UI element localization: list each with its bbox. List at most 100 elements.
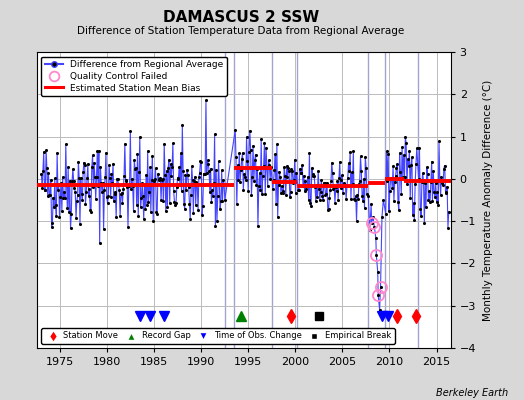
Point <box>114 176 122 183</box>
Point <box>203 157 212 164</box>
Point <box>139 193 147 200</box>
Point <box>80 159 88 166</box>
Point <box>233 162 242 168</box>
Point <box>296 166 304 172</box>
Point <box>243 134 251 140</box>
Point <box>389 163 397 170</box>
Point <box>77 175 85 181</box>
Point <box>117 190 126 196</box>
Point <box>243 158 252 164</box>
Point <box>349 148 357 154</box>
Point <box>350 196 358 203</box>
Point <box>269 177 278 184</box>
Text: DAMASCUS 2 SSW: DAMASCUS 2 SSW <box>163 10 319 25</box>
Point <box>383 148 391 154</box>
Point <box>247 192 256 198</box>
Point <box>43 192 52 199</box>
Point <box>194 207 202 214</box>
Point <box>206 165 215 172</box>
Point <box>196 158 205 164</box>
Point <box>145 189 154 196</box>
Point <box>252 182 260 188</box>
Point <box>313 194 322 200</box>
Point <box>169 140 177 147</box>
Point <box>426 199 434 206</box>
Point <box>86 206 94 213</box>
Point <box>129 208 138 214</box>
Point <box>156 174 165 181</box>
Point <box>280 164 288 170</box>
Point <box>66 178 74 184</box>
Point <box>263 165 271 171</box>
Point <box>378 214 386 220</box>
Point <box>119 186 127 192</box>
Point <box>409 211 417 218</box>
Point <box>187 192 195 198</box>
Point <box>175 164 183 170</box>
Point <box>128 183 137 189</box>
Point <box>317 177 325 183</box>
Point <box>99 180 107 186</box>
Point <box>208 199 216 205</box>
Point <box>379 197 388 203</box>
Point <box>252 151 260 158</box>
Point <box>405 148 413 154</box>
Point <box>97 180 105 186</box>
Point <box>63 205 72 212</box>
Point <box>390 178 399 185</box>
Point <box>312 198 320 204</box>
Point <box>83 175 91 181</box>
Point <box>384 150 392 157</box>
Point <box>387 175 396 181</box>
Point <box>60 188 69 195</box>
Point <box>339 190 347 196</box>
Point <box>166 161 174 167</box>
Point <box>347 196 355 202</box>
Point <box>250 157 259 164</box>
Point <box>333 178 342 184</box>
Point <box>123 184 132 190</box>
Point <box>332 188 341 194</box>
Point <box>303 182 311 188</box>
Point <box>57 180 66 186</box>
Point <box>369 214 377 220</box>
Point <box>362 164 370 171</box>
Point <box>139 216 148 222</box>
Point <box>395 207 403 213</box>
Point <box>341 183 349 190</box>
Point <box>316 188 325 195</box>
Point <box>302 185 310 192</box>
Point <box>290 156 299 163</box>
Point <box>161 172 169 178</box>
Point <box>114 182 123 188</box>
Point <box>89 184 97 190</box>
Point <box>42 165 51 172</box>
Point <box>188 177 196 184</box>
Point <box>254 223 262 229</box>
Point <box>95 148 103 154</box>
Point <box>122 176 130 183</box>
Point <box>178 122 187 128</box>
Point <box>279 190 288 196</box>
Point <box>91 174 99 180</box>
Point <box>353 192 362 198</box>
Point <box>96 164 105 170</box>
Point <box>393 161 401 168</box>
Point <box>428 158 436 165</box>
Point <box>193 181 201 187</box>
Point <box>188 163 196 170</box>
Point <box>351 197 359 203</box>
Point <box>125 181 134 187</box>
Point <box>298 162 307 169</box>
Point <box>420 220 429 226</box>
Point <box>104 193 113 200</box>
Point <box>285 168 293 174</box>
Point <box>180 201 188 207</box>
Point <box>166 200 174 206</box>
Point <box>39 148 48 155</box>
Point <box>152 209 160 216</box>
Point <box>146 164 154 170</box>
Point <box>151 165 160 171</box>
Point <box>399 173 407 180</box>
Point <box>144 148 152 154</box>
